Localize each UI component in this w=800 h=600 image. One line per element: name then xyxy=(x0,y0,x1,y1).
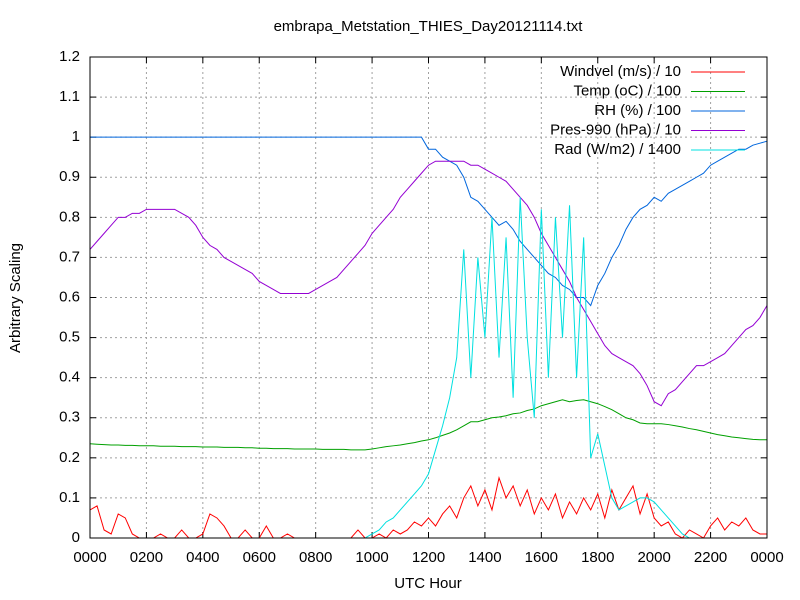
y-tick-label: 1.1 xyxy=(59,88,80,105)
legend: Windvel (m/s) / 10 Temp (oC) / 100 RH (%) … xyxy=(550,63,745,158)
legend-label: Rad (W/m2) / 1400 xyxy=(554,141,681,158)
x-tick-label: 2000 xyxy=(637,549,670,566)
legend-label: Pres-990 (hPa) / 10 xyxy=(550,121,681,138)
x-tick-label: 0000 xyxy=(73,549,106,566)
y-tick-label: 0.8 xyxy=(59,208,80,225)
x-tick-label: 0000 xyxy=(750,549,783,566)
y-tick-label: 0.1 xyxy=(59,489,80,506)
y-tick-label: 0.6 xyxy=(59,288,80,305)
series-line xyxy=(89,160,768,407)
x-axis-label: UTC Hour xyxy=(394,575,462,592)
y-tick-label: 1.2 xyxy=(59,48,80,65)
legend-label: Temp (oC) / 100 xyxy=(573,82,681,99)
y-axis-label: Arbitrary Scaling xyxy=(7,243,24,353)
series-line xyxy=(89,476,767,539)
x-tick-label: 1600 xyxy=(525,549,558,566)
x-tick-label: 2200 xyxy=(694,549,727,566)
y-tick-label: 0.9 xyxy=(59,168,80,185)
legend-label: Windvel (m/s) / 10 xyxy=(560,63,681,80)
chart-title: embrapa_Metstation_THIES_Day20121114.txt xyxy=(274,18,584,35)
y-tick-label: 0.4 xyxy=(59,369,80,386)
y-tick-label: 0.7 xyxy=(59,248,80,265)
y-tick-label: 1 xyxy=(72,128,80,145)
x-tick-label: 0800 xyxy=(299,549,332,566)
y-tick-label: 0 xyxy=(72,529,80,546)
x-tick-label: 0400 xyxy=(186,549,219,566)
y-tick-label: 0.5 xyxy=(59,329,80,346)
y-tick-label: 0.3 xyxy=(59,409,80,426)
x-tick-label: 0200 xyxy=(130,549,163,566)
x-tick-label: 1800 xyxy=(581,549,614,566)
series-line xyxy=(89,399,767,451)
x-tick-label: 1200 xyxy=(412,549,445,566)
x-tick-label: 1000 xyxy=(355,549,388,566)
series-line xyxy=(90,136,768,307)
legend-label: RH (%) / 100 xyxy=(594,102,681,119)
x-tick-label: 0600 xyxy=(243,549,276,566)
y-tick-label: 0.2 xyxy=(59,449,80,466)
plot-frame xyxy=(89,56,768,539)
x-tick-label: 1400 xyxy=(468,549,501,566)
